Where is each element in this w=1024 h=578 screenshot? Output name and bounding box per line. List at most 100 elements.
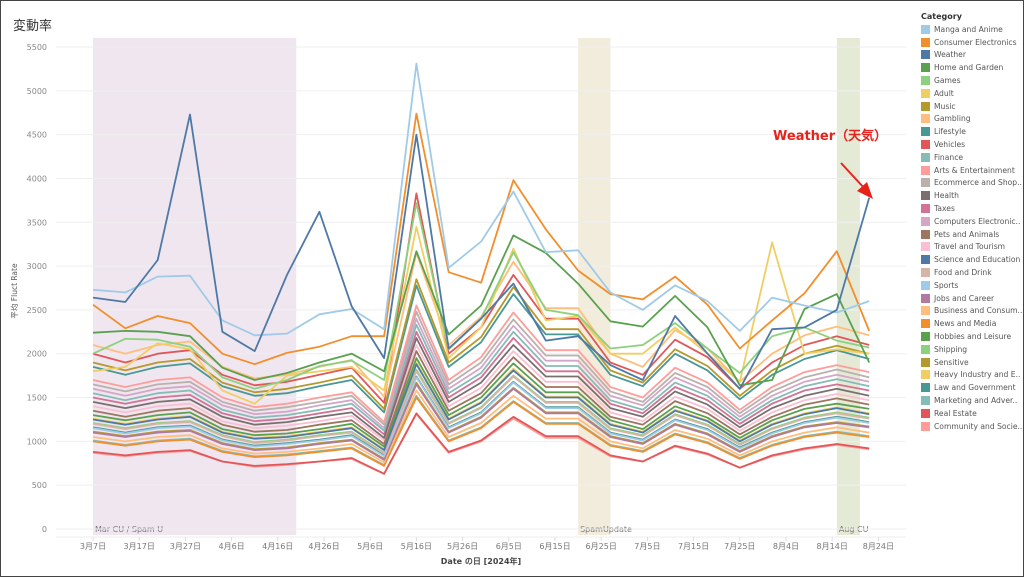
- legend-item[interactable]: Community and Socie..: [921, 420, 1024, 433]
- legend-swatch: [921, 280, 930, 290]
- legend-item[interactable]: Gambling: [921, 113, 1024, 126]
- legend-item[interactable]: Business and Consum..: [921, 305, 1024, 318]
- legend-item[interactable]: Games: [921, 74, 1024, 87]
- legend-swatch: [921, 152, 930, 162]
- legend-item[interactable]: Food and Drink: [921, 266, 1024, 279]
- legend-label: Arts & Entertainment: [934, 165, 1015, 175]
- legend-label: Consumer Electronics: [934, 37, 1017, 47]
- y-tick-label: 2500: [27, 306, 47, 315]
- series-line-hobbies-and-leisure: [92, 357, 870, 448]
- x-tick-label: 4月6日: [219, 542, 245, 551]
- legend-item[interactable]: Marketing and Adver..: [921, 394, 1024, 407]
- legend-swatch: [921, 268, 930, 278]
- legend-item[interactable]: Travel and Tourism: [921, 241, 1024, 254]
- x-tick-label: 4月26日: [308, 542, 339, 551]
- legend-label: Vehicles: [934, 140, 966, 150]
- series-line-business-and-consumer: [92, 389, 870, 464]
- legend-item[interactable]: Vehicles: [921, 138, 1024, 151]
- y-tick-label: 4000: [27, 174, 47, 183]
- legend-swatch: [921, 63, 930, 73]
- legend-label: Hobbies and Leisure: [934, 332, 1012, 342]
- y-tick-label: 2000: [27, 350, 47, 359]
- legend-item[interactable]: Science and Education: [921, 253, 1024, 266]
- series-line-sports: [92, 376, 870, 458]
- legend-label: Food and Drink: [934, 268, 992, 278]
- legend-label: Science and Education: [934, 255, 1021, 265]
- series-line-manga-and-anime: [92, 62, 870, 337]
- y-tick-label: 0: [42, 525, 47, 534]
- legend-swatch: [921, 293, 930, 303]
- legend-swatch: [921, 408, 930, 418]
- legend-item[interactable]: Sports: [921, 279, 1024, 292]
- legend-item[interactable]: Heavy Industry and E..: [921, 369, 1024, 382]
- legend-item[interactable]: Shipping: [921, 343, 1024, 356]
- legend-swatch: [921, 178, 930, 188]
- series-line-consumer-electronics: [92, 112, 871, 366]
- line-chart: Mar CU / Spam U SpamUpdate Aug CU050010001…: [9, 38, 906, 566]
- series-line-taxes: [92, 330, 870, 436]
- legend-item[interactable]: Manga and Anime: [921, 23, 1024, 36]
- legend-item[interactable]: News and Media: [921, 317, 1024, 330]
- legend-label: Community and Socie..: [934, 421, 1023, 431]
- legend-item[interactable]: Weather: [921, 49, 1024, 62]
- legend-label: Gambling: [934, 114, 971, 124]
- legend-item[interactable]: Adult: [921, 87, 1024, 100]
- x-tick-label: 7月15日: [678, 542, 709, 551]
- x-tick-label: 4月16日: [262, 542, 293, 551]
- y-axis-title: 平均 Fluct Rate: [9, 263, 19, 319]
- y-tick-label: 1500: [27, 394, 47, 403]
- series-line-adult: [92, 225, 870, 405]
- series-line-music: [92, 278, 870, 410]
- legend-item[interactable]: Real Estate: [921, 407, 1024, 420]
- legend-label: Taxes: [934, 204, 955, 214]
- y-tick-label: 1000: [27, 437, 47, 446]
- weather-annotation: Weather（天気）: [773, 128, 887, 144]
- legend-item[interactable]: Pets and Animals: [921, 228, 1024, 241]
- legend-item[interactable]: Arts & Entertainment: [921, 164, 1024, 177]
- legend-label: Real Estate: [934, 408, 977, 418]
- annotation-arrow-head-icon: [857, 182, 873, 199]
- legend-label: Manga and Anime: [934, 24, 1003, 34]
- x-tick-label: 8月14日: [817, 542, 848, 551]
- legend-swatch: [921, 88, 930, 98]
- series-line-weather: [92, 113, 871, 390]
- legend-label: Sensitive: [934, 357, 969, 367]
- legend-item[interactable]: Hobbies and Leisure: [921, 330, 1024, 343]
- annotation-arrow-shaft: [840, 162, 866, 190]
- legend-label: Sports: [934, 280, 959, 290]
- legend-item[interactable]: Jobs and Career: [921, 292, 1024, 305]
- legend-label: Adult: [934, 88, 954, 98]
- legend-label: Music: [934, 101, 956, 111]
- legend-label: News and Media: [934, 319, 997, 329]
- legend-swatch: [921, 37, 930, 47]
- y-tick-label: 5500: [27, 43, 47, 52]
- x-tick-label: 5月16日: [401, 542, 432, 551]
- legend-label: Computers Electronic..: [934, 216, 1021, 226]
- x-tick-label: 7月5日: [634, 542, 660, 551]
- legend-item[interactable]: Law and Government: [921, 381, 1024, 394]
- legend-item[interactable]: Consumer Electronics: [921, 36, 1024, 49]
- y-tick-label: 500: [32, 481, 47, 490]
- legend-item[interactable]: Health: [921, 189, 1024, 202]
- legend-swatch: [921, 383, 930, 393]
- legend-label: Business and Consum..: [934, 306, 1023, 316]
- legend-swatch: [921, 216, 930, 226]
- legend-item[interactable]: Music: [921, 100, 1024, 113]
- legend-item[interactable]: Ecommerce and Shop..: [921, 177, 1024, 190]
- legend-item[interactable]: Taxes: [921, 202, 1024, 215]
- legend-item[interactable]: Lifestyle: [921, 125, 1024, 138]
- legend-item[interactable]: Sensitive: [921, 356, 1024, 369]
- legend-label: Ecommerce and Shop..: [934, 178, 1022, 188]
- legend-item[interactable]: Computers Electronic..: [921, 215, 1024, 228]
- series-line-food-and-drink: [92, 370, 870, 455]
- x-tick-label: 3月7日: [80, 542, 106, 551]
- series-line-lifestyle: [92, 284, 870, 414]
- legend-item[interactable]: Finance: [921, 151, 1024, 164]
- legend-swatch: [921, 229, 930, 239]
- legend-item[interactable]: Home and Garden: [921, 61, 1024, 74]
- x-tick-label: 7月25日: [724, 542, 755, 551]
- series-line-health: [92, 337, 870, 439]
- annotation-band: [93, 38, 297, 535]
- legend-label: Health: [934, 191, 959, 201]
